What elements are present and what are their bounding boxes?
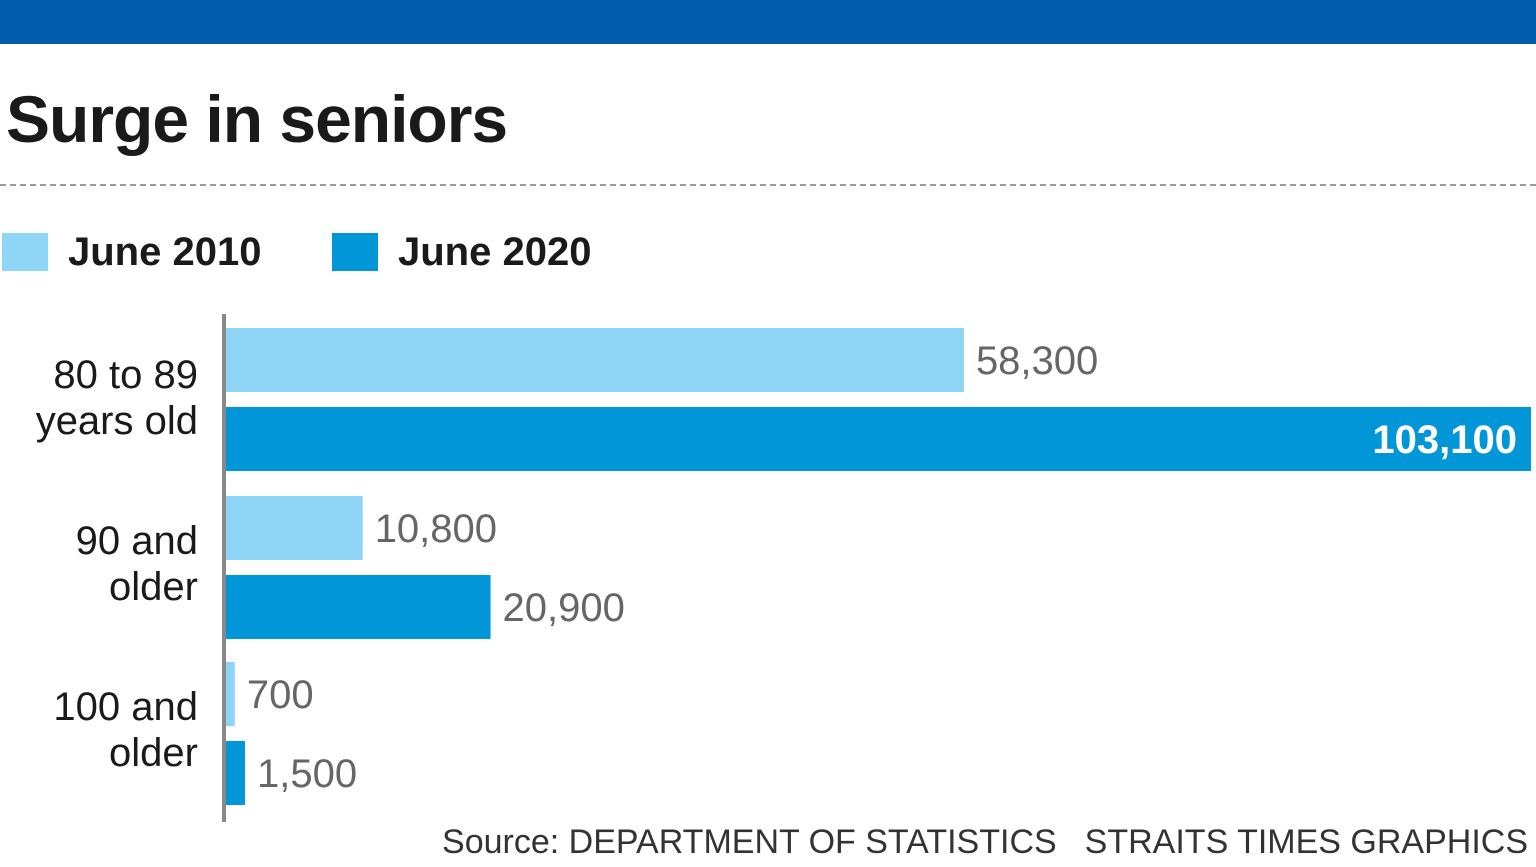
legend-label-2010: June 2010: [68, 229, 262, 274]
value-label-100-plus-2010: 700: [247, 673, 314, 717]
category-label-80-89: 80 to 89 years old: [36, 352, 198, 444]
value-label-90-plus-2010: 10,800: [375, 507, 497, 551]
category-label-line: older: [109, 565, 198, 609]
bar-80-89-2020: [226, 407, 1531, 471]
chart-title: Surge in seniors: [6, 82, 508, 156]
category-label-line: 80 to 89: [53, 353, 198, 397]
legend-item-2020: June 2020: [332, 230, 591, 274]
credit-text: STRAITS TIMES GRAPHICS: [1084, 823, 1528, 861]
title-divider: [0, 184, 1536, 186]
value-label-100-plus-2020: 1,500: [257, 752, 357, 796]
category-label-line: 90 and: [75, 519, 198, 563]
legend-label-2020: June 2020: [398, 229, 592, 274]
bar-100-plus-2020: [226, 741, 245, 805]
category-label-100-plus: 100 and older: [53, 684, 198, 776]
value-label-90-plus-2020: 20,900: [503, 586, 625, 630]
category-label-line: older: [109, 731, 198, 775]
bar-80-89-2010: [226, 328, 964, 392]
source-footer: Source: DEPARTMENT OF STATISTICS STRAITS …: [442, 822, 1528, 862]
bar-90-plus-2010: [226, 496, 363, 560]
category-label-line: years old: [35, 399, 198, 443]
legend-item-2010: June 2010: [2, 230, 261, 274]
header-band: [0, 0, 1536, 44]
category-label-90-plus: 90 and older: [76, 518, 198, 610]
bar-90-plus-2020: [226, 575, 491, 639]
source-text: Source: DEPARTMENT OF STATISTICS: [442, 823, 1057, 861]
bar-100-plus-2010: [226, 662, 235, 726]
legend-swatch-2010: [2, 233, 48, 271]
category-label-line: 100 and: [53, 685, 198, 729]
legend-swatch-2020: [332, 233, 378, 271]
value-label-80-89-2020: 103,100: [1372, 418, 1517, 462]
value-label-80-89-2010: 58,300: [976, 339, 1098, 383]
